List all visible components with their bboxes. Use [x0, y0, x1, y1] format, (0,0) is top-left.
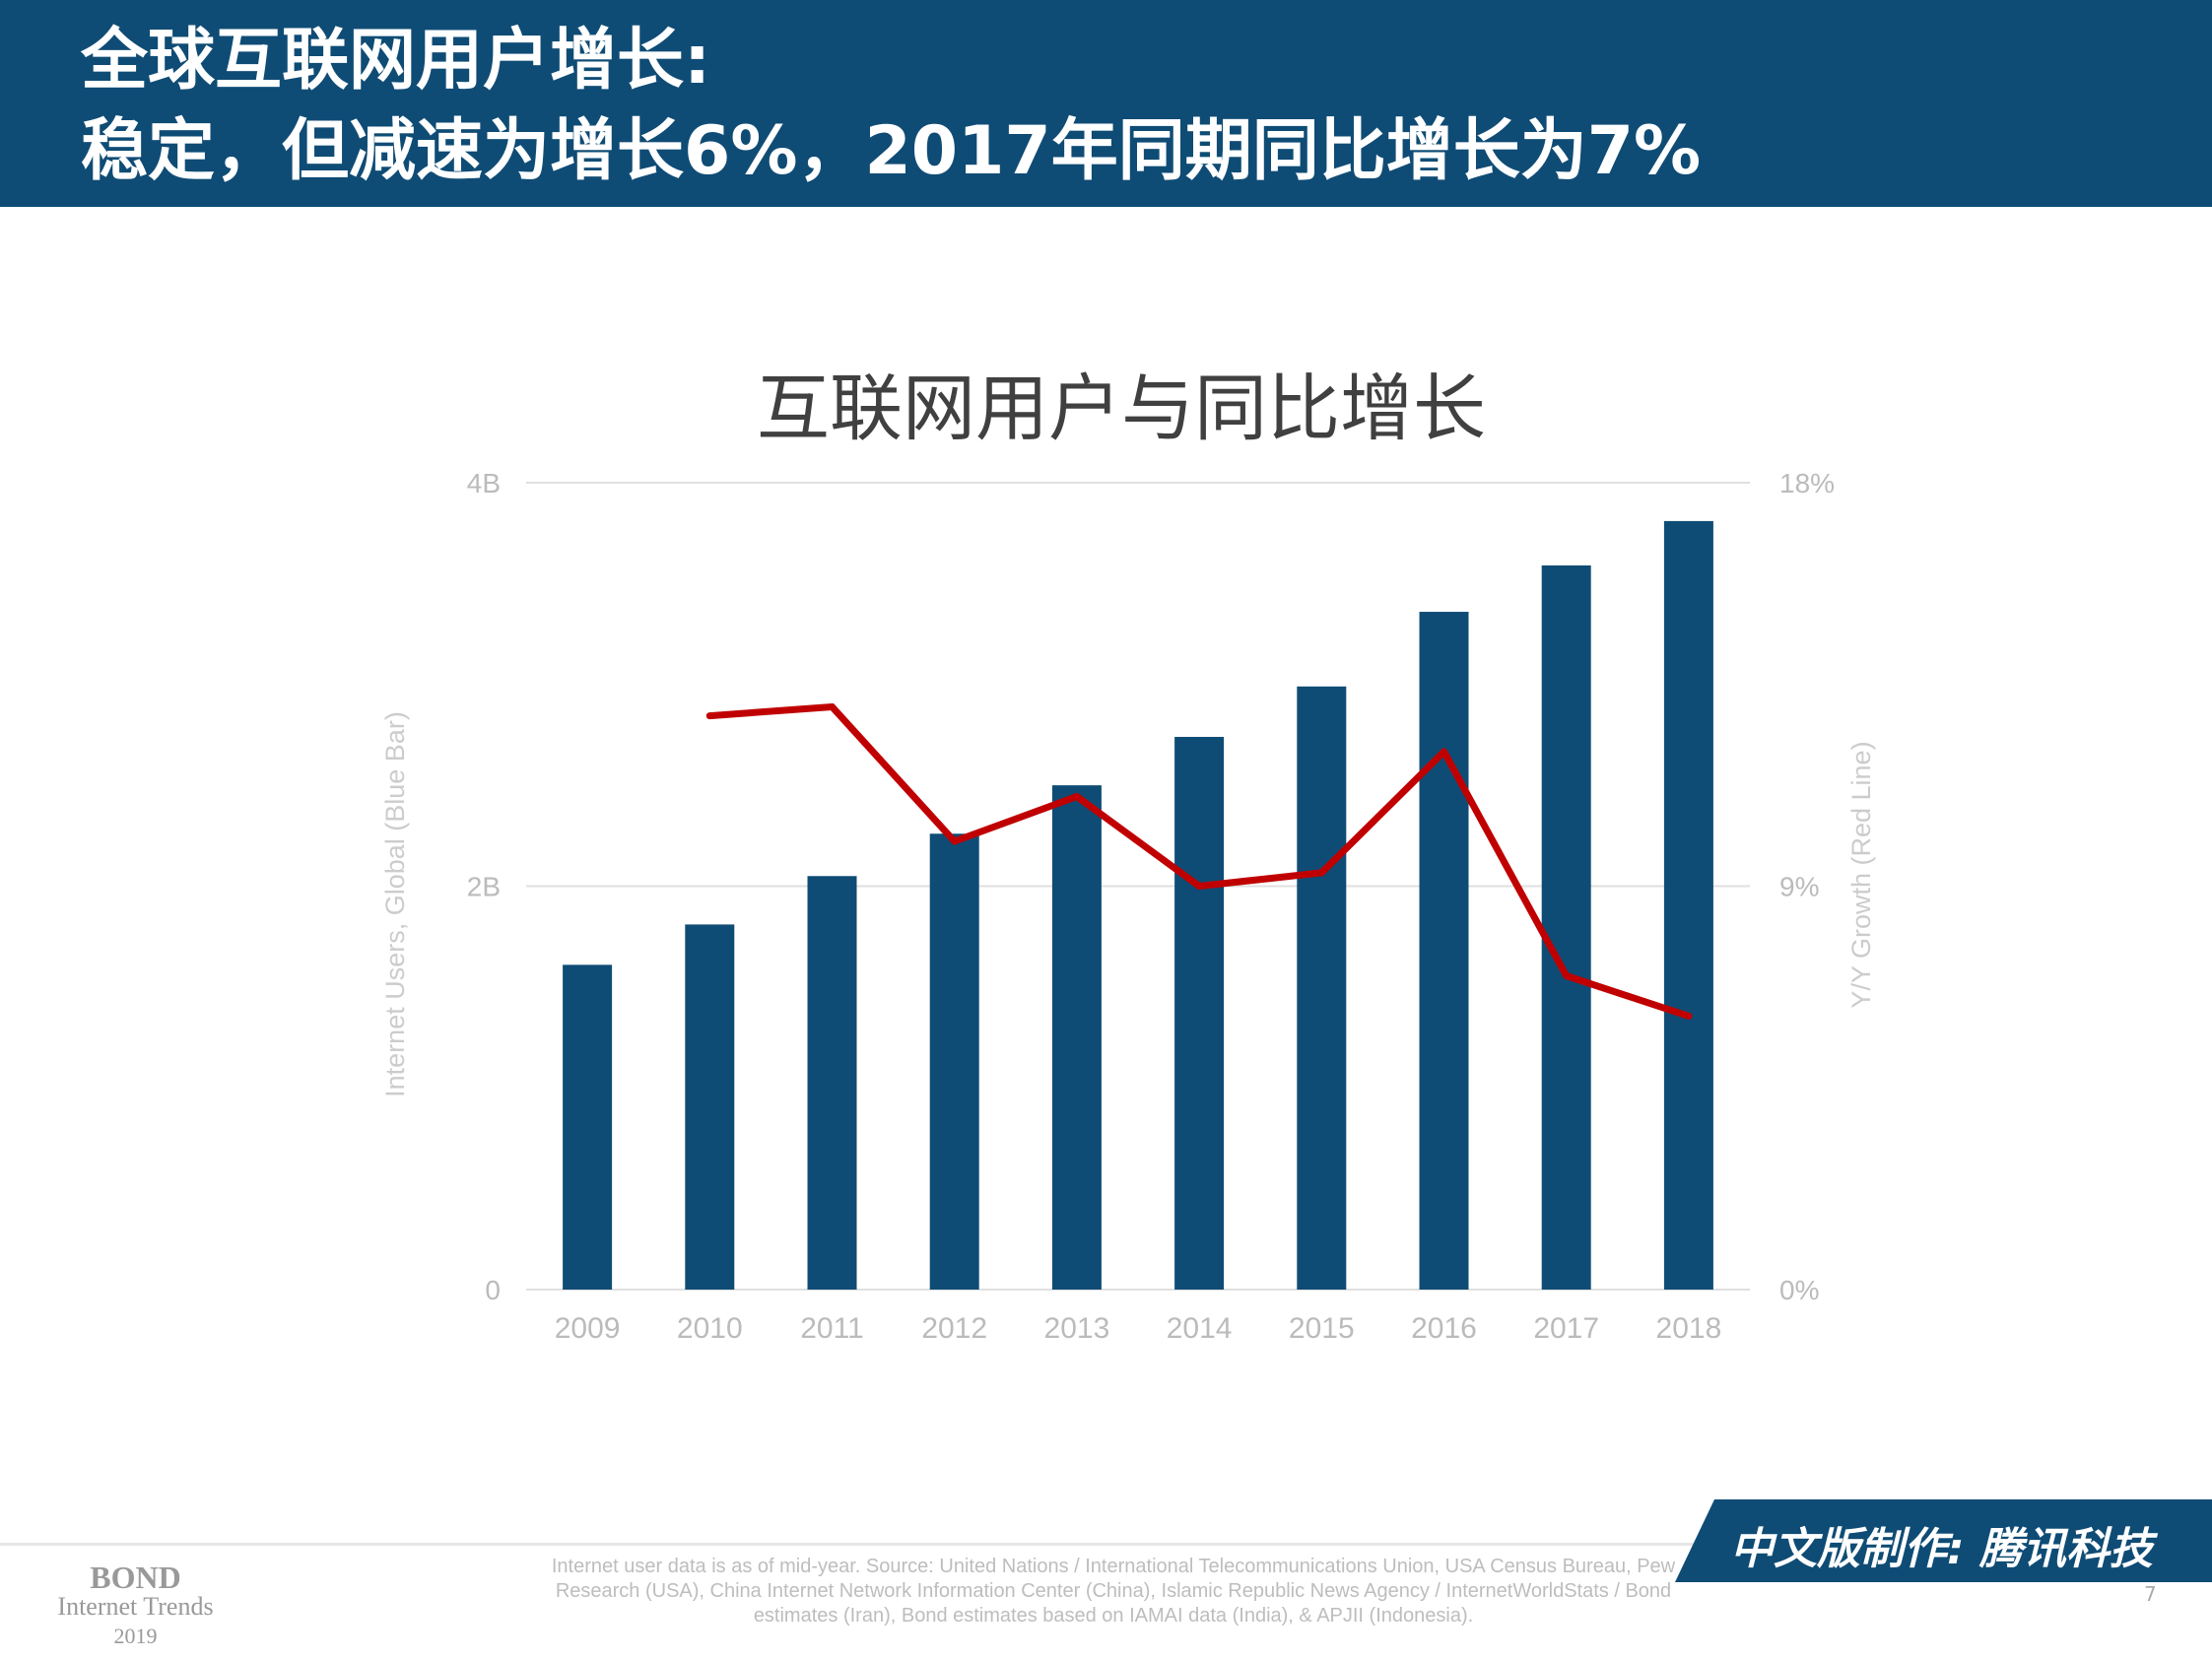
y-tick-label: 2B	[467, 872, 501, 902]
growth-point-2012	[951, 837, 959, 845]
x-tick-label: 2011	[800, 1312, 864, 1345]
x-tick-label: 2013	[1044, 1312, 1110, 1345]
x-tick-label: 2009	[555, 1312, 621, 1345]
x-tick-label: 2010	[677, 1312, 743, 1345]
bar-2009	[563, 964, 613, 1290]
bar-2016	[1419, 612, 1469, 1290]
translator-badge: 中文版制作: 腾讯科技	[1675, 1499, 2212, 1582]
growth-point-2016	[1441, 748, 1447, 756]
growth-point-2014	[1195, 883, 1203, 890]
badge-text: 中文版制作: 腾讯科技	[1730, 1524, 2153, 1574]
bar-2014	[1174, 736, 1225, 1290]
title-banner: 全球互联网用户增长: 稳定，但减速为增长6%，2017年同期同比增长为7%	[0, 0, 2212, 207]
chart-title: 互联网用户与同比增长	[757, 366, 1486, 451]
bond-name: BOND	[90, 1560, 181, 1595]
y2-axis-label: Y/Y Growth (Red Line)	[1846, 741, 1876, 1008]
footer-divider	[0, 1543, 2212, 1546]
y2-tick-label: 18%	[1779, 468, 1835, 498]
x-tick-label: 2014	[1167, 1312, 1233, 1345]
x-tick-label: 2012	[921, 1312, 987, 1345]
bond-subtitle: Internet Trends	[57, 1592, 214, 1621]
y-tick-label: 4B	[467, 468, 501, 498]
bar-2011	[807, 876, 857, 1290]
headline-line1: 全球互联网用户增长:	[81, 22, 711, 100]
headline-line2: 稳定，但减速为增长6%，2017年同期同比增长为7%	[81, 112, 1702, 190]
bar-2012	[929, 833, 979, 1290]
x-tick-label: 2018	[1656, 1312, 1722, 1345]
bar-2010	[685, 924, 735, 1290]
growth-point-2017	[1563, 972, 1571, 979]
bar-2018	[1663, 520, 1713, 1290]
source-note: Internet user data is as of mid-year. So…	[551, 1556, 1676, 1627]
x-tick-label: 2017	[1533, 1312, 1599, 1345]
x-tick-label: 2016	[1411, 1312, 1477, 1345]
growth-point-2015	[1317, 869, 1325, 877]
growth-point-2011	[829, 703, 836, 710]
y-tick-label: 0	[485, 1275, 501, 1305]
growth-point-2013	[1073, 793, 1081, 800]
y2-tick-label: 9%	[1779, 872, 1819, 902]
bar-2013	[1051, 785, 1102, 1290]
bond-logo: BOND Internet Trends 2019	[30, 1560, 241, 1651]
bar-2015	[1297, 686, 1347, 1290]
page-number: 7	[2144, 1582, 2157, 1606]
growth-point-2018	[1685, 1012, 1693, 1020]
bond-year: 2019	[113, 1624, 158, 1648]
growth-point-2010	[705, 712, 713, 720]
y-axis-label: Internet Users, Global (Blue Bar)	[380, 711, 410, 1097]
y2-tick-label: 0%	[1779, 1275, 1819, 1305]
bar-2017	[1541, 564, 1591, 1290]
x-tick-label: 2015	[1289, 1312, 1355, 1345]
